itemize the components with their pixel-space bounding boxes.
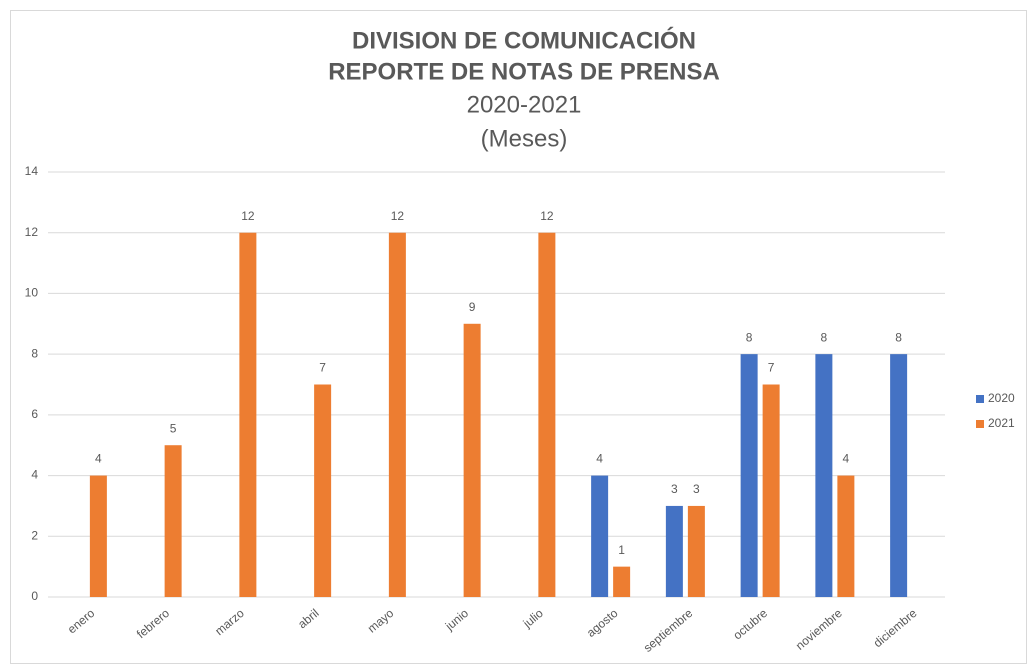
y-tick-label: 12 bbox=[25, 225, 39, 239]
data-label: 7 bbox=[768, 361, 775, 375]
bar bbox=[613, 566, 631, 597]
y-tick-label: 6 bbox=[31, 407, 38, 421]
chart-title: 2020-2021 bbox=[467, 91, 582, 118]
data-label: 12 bbox=[241, 209, 255, 223]
bar bbox=[538, 232, 556, 597]
bar bbox=[89, 475, 107, 597]
y-tick-label: 2 bbox=[31, 528, 38, 542]
bar bbox=[239, 232, 257, 597]
data-label: 3 bbox=[693, 482, 700, 496]
bar bbox=[665, 505, 683, 597]
bar bbox=[687, 505, 705, 597]
data-label: 1 bbox=[618, 543, 625, 557]
data-label: 4 bbox=[843, 452, 850, 466]
chart-title: (Meses) bbox=[481, 125, 568, 152]
data-label: 8 bbox=[821, 330, 828, 344]
bar bbox=[762, 384, 780, 597]
data-label: 4 bbox=[596, 452, 603, 466]
bar bbox=[591, 475, 609, 597]
y-tick-label: 8 bbox=[31, 346, 38, 360]
legend-label: 2021 bbox=[988, 416, 1015, 430]
legend-label: 2020 bbox=[988, 391, 1015, 405]
legend-swatch bbox=[976, 395, 984, 403]
data-label: 7 bbox=[319, 361, 326, 375]
bar bbox=[164, 445, 182, 597]
bar bbox=[890, 354, 908, 597]
chart-title: REPORTE DE NOTAS DE PRENSA bbox=[328, 58, 720, 85]
bar bbox=[388, 232, 406, 597]
chart-title: DIVISION DE COMUNICACIÓN bbox=[352, 26, 696, 54]
data-label: 12 bbox=[391, 209, 405, 223]
data-label: 12 bbox=[540, 209, 554, 223]
legend-swatch bbox=[976, 420, 984, 428]
data-label: 4 bbox=[95, 452, 102, 466]
y-tick-label: 14 bbox=[25, 164, 39, 178]
data-label: 5 bbox=[170, 421, 177, 435]
y-tick-label: 10 bbox=[25, 286, 39, 300]
data-label: 8 bbox=[895, 330, 902, 344]
data-label: 9 bbox=[469, 300, 476, 314]
data-label: 3 bbox=[671, 482, 678, 496]
bar bbox=[837, 475, 855, 597]
data-label: 8 bbox=[746, 330, 753, 344]
bar bbox=[815, 354, 833, 597]
bar bbox=[740, 354, 758, 597]
y-tick-label: 4 bbox=[31, 468, 38, 482]
y-tick-label: 0 bbox=[31, 589, 38, 603]
bar bbox=[314, 384, 332, 597]
bar bbox=[463, 323, 481, 597]
